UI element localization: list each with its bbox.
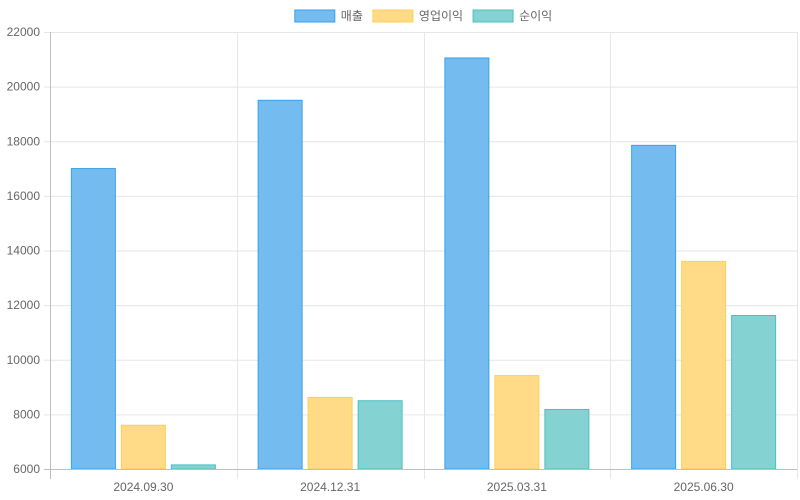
- y-tick-label: 16000: [7, 189, 41, 203]
- y-tick-label: 22000: [7, 25, 41, 39]
- bar: [444, 57, 490, 470]
- legend: 매출 영업이익 순이익: [294, 9, 552, 23]
- legend-label: 순이익: [519, 9, 552, 23]
- bar: [544, 408, 590, 470]
- x-tick-label: 2024.09.30: [113, 480, 173, 494]
- bars: [70, 57, 777, 470]
- legend-label: 매출: [341, 9, 363, 23]
- y-tick-label: 20000: [7, 80, 41, 94]
- legend-item[interactable]: 매출: [294, 9, 363, 23]
- y-axis-labels: 6000 8000 10000 12000 14000 16000 18000 20000 22…: [7, 25, 41, 476]
- bar: [170, 464, 216, 470]
- y-tick-label: 18000: [7, 134, 41, 148]
- bar: [357, 400, 403, 470]
- bar: [731, 315, 777, 470]
- legend-item[interactable]: 순이익: [472, 9, 552, 23]
- bar: [631, 144, 677, 470]
- legend-swatch: [472, 9, 514, 23]
- x-tick-label: 2025.06.30: [674, 480, 734, 494]
- y-tick-label: 8000: [13, 407, 40, 421]
- legend-swatch: [372, 9, 414, 23]
- legend-label: 영업이익: [419, 9, 463, 23]
- bar: [120, 424, 166, 470]
- grid: [44, 32, 798, 479]
- bar: [257, 99, 303, 470]
- bar: [494, 375, 540, 470]
- legend-swatch: [294, 9, 336, 23]
- y-tick-label: 12000: [7, 298, 41, 312]
- y-tick-label: 6000: [13, 462, 40, 476]
- legend-item[interactable]: 영업이익: [372, 9, 463, 23]
- x-tick-label: 2025.03.31: [487, 480, 547, 494]
- bar: [307, 396, 353, 470]
- x-tick-label: 2024.12.31: [300, 480, 360, 494]
- y-tick-label: 14000: [7, 244, 41, 258]
- bar: [681, 260, 727, 470]
- axes: [44, 32, 797, 479]
- y-tick-label: 10000: [7, 353, 41, 367]
- x-axis-labels: 2024.09.30 2024.12.31 2025.03.31 2025.06.30: [113, 480, 734, 494]
- bar: [70, 168, 116, 470]
